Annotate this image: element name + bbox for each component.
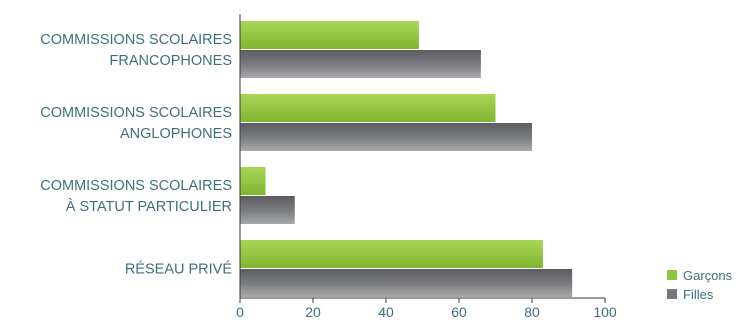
legend: Garçons Filles bbox=[667, 268, 733, 302]
category-label: COMMISSIONS SCOLAIRES FRANCOPHONES bbox=[40, 32, 232, 69]
bar-filles bbox=[240, 196, 295, 224]
x-tick-label: 20 bbox=[305, 304, 321, 320]
category-label: COMMISSIONS SCOLAIRES À STATUT PARTICULIE… bbox=[40, 178, 232, 215]
x-tick-label: 0 bbox=[236, 304, 244, 320]
bar-filles bbox=[240, 123, 532, 151]
category-labels: COMMISSIONS SCOLAIRES FRANCOPHONES COMMISS… bbox=[40, 32, 232, 278]
axes bbox=[239, 14, 606, 303]
x-tick-label: 40 bbox=[378, 304, 394, 320]
category-label: COMMISSIONS SCOLAIRES ANGLOPHONES bbox=[40, 105, 232, 142]
bar-filles bbox=[240, 50, 481, 78]
legend-swatch bbox=[667, 270, 677, 280]
legend-label: Garçons bbox=[683, 268, 733, 283]
legend-label: Filles bbox=[683, 287, 714, 302]
bar-garcons bbox=[240, 94, 496, 122]
bar-filles bbox=[240, 269, 573, 297]
legend-swatch bbox=[667, 289, 677, 299]
bar-garcons bbox=[240, 21, 419, 49]
x-tick-label: 80 bbox=[524, 304, 540, 320]
bars bbox=[240, 21, 573, 297]
category-label: RÉSEAU PRIVÉ bbox=[125, 261, 232, 278]
x-tick-label: 60 bbox=[451, 304, 467, 320]
bar-garcons bbox=[240, 167, 266, 195]
tick-labels: 0 20 40 60 80 100 bbox=[236, 304, 617, 320]
bar-garcons bbox=[240, 240, 543, 268]
x-tick-label: 100 bbox=[593, 304, 617, 320]
